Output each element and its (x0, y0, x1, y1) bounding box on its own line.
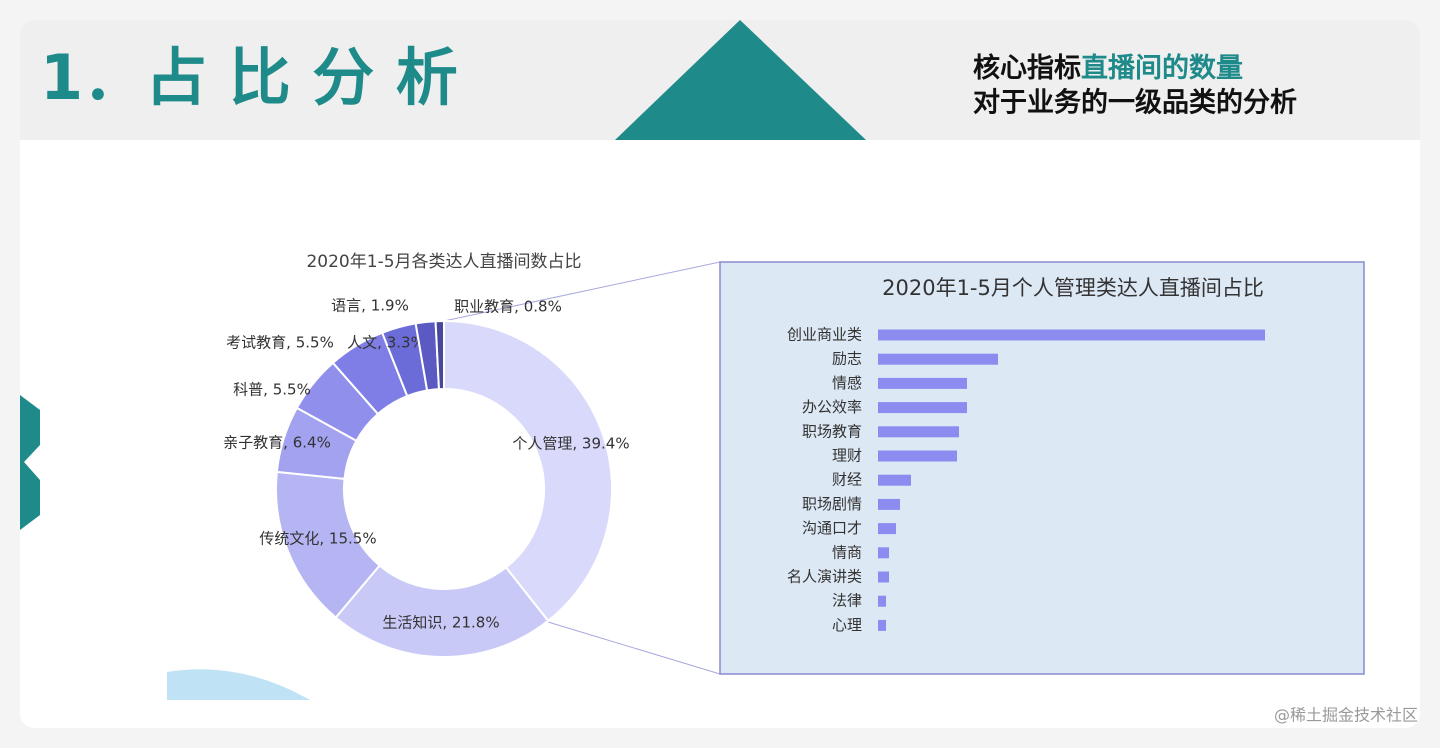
bar (878, 402, 967, 414)
bar (878, 571, 889, 583)
y-tick-label: 办公效率 (802, 398, 862, 416)
slide-title: 1．占 比 分 析 (40, 41, 458, 114)
bar (878, 377, 967, 389)
bar-panel (719, 261, 1365, 675)
y-tick-label: 情感 (832, 374, 862, 392)
deco-circle (167, 669, 310, 700)
bar (878, 523, 896, 535)
watermark: @稀土掘金技术社区 (1274, 706, 1418, 725)
bar (878, 498, 900, 510)
y-tick-label: 职场剧情 (802, 495, 862, 513)
y-tick-label: 情商 (832, 543, 862, 561)
header-triangle (615, 20, 866, 140)
pie-label: 传统文化, 15.5% (259, 530, 376, 548)
subtitle-highlight: 直播间的数量 (1081, 52, 1243, 84)
pie-slice (443, 319, 613, 623)
y-tick-label: 心理 (832, 616, 862, 634)
pie-slice (334, 564, 550, 658)
pie-label: 科普, 5.5% (233, 381, 311, 399)
bar (878, 353, 998, 365)
subtitle-lead: 核心指标 (973, 52, 1081, 84)
bar (878, 426, 959, 438)
slide-subtitle: 核心指标直播间的数量 (973, 52, 1243, 84)
connector (443, 261, 721, 322)
pie-label: 考试教育, 5.5% (226, 334, 334, 352)
pie-label: 个人管理, 39.4% (512, 435, 629, 453)
y-tick-label: 名人演讲类 (787, 568, 862, 586)
pie-slice (434, 319, 445, 391)
pie-label: 亲子教育, 6.4% (223, 434, 331, 452)
pie-label: 生活知识, 21.8% (382, 614, 499, 632)
bar (878, 474, 911, 486)
y-tick-label: 职场教育 (802, 422, 862, 440)
pie-label: 人文, 3.3% (347, 334, 425, 352)
bar-title: 2020年1-5月个人管理类达人直播间占比 (882, 276, 1264, 300)
bar (878, 329, 1265, 341)
y-tick-label: 沟通口才 (802, 519, 862, 537)
y-tick-label: 创业商业类 (787, 326, 862, 344)
bar (878, 619, 886, 631)
bar (878, 595, 886, 607)
pie-label: 语言, 1.9% (331, 297, 409, 315)
y-tick-label: 财经 (832, 471, 862, 489)
slide-subtitle-line: 对于业务的一级品类的分析 (973, 87, 1297, 119)
bar (878, 450, 957, 462)
y-tick-label: 理财 (832, 447, 862, 465)
pie-label: 职业教育, 0.8% (454, 298, 562, 316)
side-tab (20, 395, 40, 530)
connector (547, 621, 721, 675)
y-tick-label: 励志 (832, 350, 862, 368)
pie-title: 2020年1-5月各类达人直播间数占比 (306, 252, 581, 272)
y-tick-label: 法律 (832, 592, 862, 610)
bar (878, 547, 889, 559)
